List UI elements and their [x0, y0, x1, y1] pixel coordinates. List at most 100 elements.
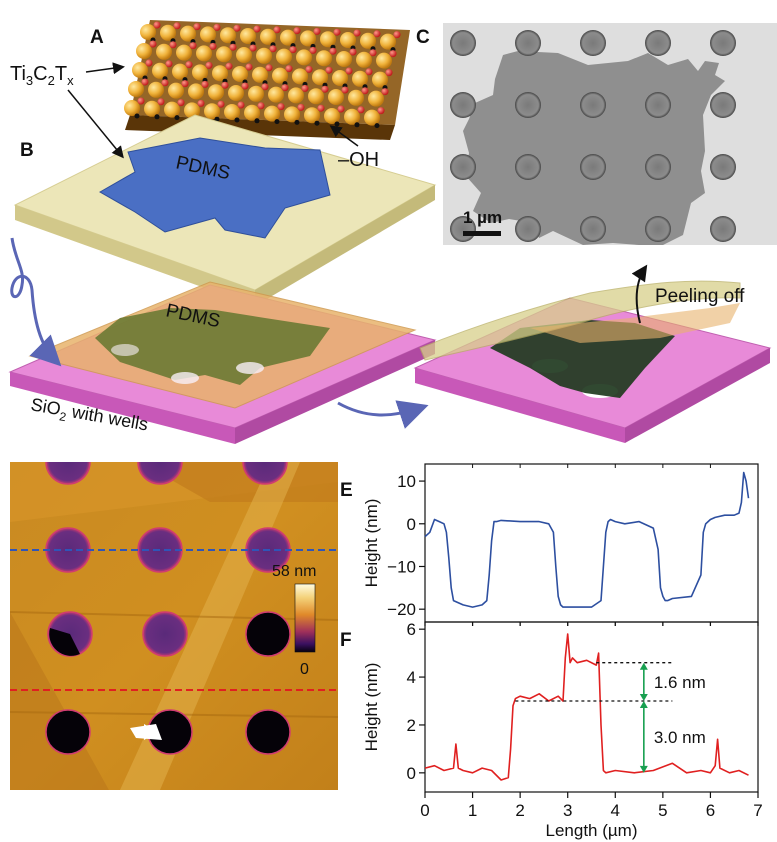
o-atom: [205, 61, 213, 69]
ti-atom: [312, 69, 328, 86]
x-tick-label: 6: [706, 801, 715, 820]
pdms-slab-top: [13, 114, 437, 306]
y-tick-label: 10: [397, 472, 416, 491]
annotation-arrow-upper-head-top: [639, 662, 648, 670]
sem-hole: [515, 30, 541, 56]
o-atom: [277, 103, 285, 111]
c-atom: [354, 122, 360, 128]
ti-atom: [288, 87, 304, 104]
afm-well: [45, 462, 91, 485]
ti-atom: [308, 88, 324, 105]
o-atom: [233, 24, 241, 32]
ti-atom: [360, 32, 376, 49]
o-atom: [297, 103, 305, 111]
o-atom: [341, 86, 349, 94]
o-atom: [249, 44, 257, 52]
o-atom: [201, 80, 209, 88]
o-atom: [309, 46, 317, 54]
annotation-arrow-upper-head-bottom: [639, 694, 648, 702]
panel-label-e: E: [340, 480, 353, 501]
o-atom: [173, 22, 181, 30]
o-atom: [357, 106, 365, 114]
o-atom: [305, 65, 313, 73]
x-axis-label: Length (µm): [546, 821, 638, 840]
ti-atom: [176, 44, 192, 61]
sem-hole: [515, 154, 541, 180]
y-tick-label: 0: [407, 515, 416, 534]
afm-well: [245, 709, 291, 755]
ti-atom: [180, 25, 196, 42]
sem-hole: [580, 216, 606, 242]
ti-atom: [284, 106, 300, 123]
ti-atom: [148, 81, 164, 98]
ti-atom: [336, 51, 352, 67]
ti-atom: [124, 100, 140, 116]
sem-hole: [645, 92, 671, 118]
ti-atom: [304, 107, 320, 124]
ti-atom: [128, 81, 144, 97]
o-atom: [217, 100, 225, 108]
sem-hole: [645, 216, 671, 242]
o-atom: [237, 101, 245, 109]
ti-atom: [300, 30, 316, 47]
ti-atom: [188, 83, 204, 100]
sem-scale-bar: [463, 231, 501, 236]
sem-hole: [450, 92, 476, 118]
ti-atom: [364, 109, 380, 126]
sem-hole: [645, 30, 671, 56]
ti-atom: [200, 26, 216, 43]
oh-label: –OH: [338, 149, 379, 171]
ti-atom: [316, 50, 332, 67]
o-atom: [225, 62, 233, 70]
afm-well: [137, 527, 183, 573]
o-atom: [385, 69, 393, 77]
ti-atom: [332, 70, 348, 86]
o-atom: [185, 61, 193, 69]
ti-atom: [216, 46, 232, 63]
x-tick-label: 1: [468, 801, 477, 820]
ti-atom: [144, 100, 160, 117]
ti-atom: [280, 29, 296, 46]
y-tick-label: 0: [407, 764, 416, 783]
plot-frame: [424, 463, 759, 623]
ti-atom: [292, 68, 308, 85]
o-atom: [141, 78, 149, 86]
o-atom: [197, 99, 205, 107]
ti-atom: [240, 28, 256, 44]
ti-atom: [324, 108, 340, 124]
material-label: Ti3C2Tx: [10, 63, 74, 88]
panel-label-f: F: [340, 630, 352, 651]
oh-arrow: [329, 125, 359, 147]
sem-hole: [450, 154, 476, 180]
ti-atom: [368, 90, 384, 107]
y-tick-label: 2: [407, 716, 416, 735]
o-atom: [289, 46, 297, 54]
annotation-label-upper: 1.6 nm: [654, 673, 706, 692]
annotation-label-lower: 3.0 nm: [654, 728, 706, 747]
peeling-stack: Peeling off: [337, 264, 772, 443]
y-tick-label: −20: [387, 600, 416, 619]
ti-atom: [328, 89, 344, 105]
o-atom: [313, 27, 321, 35]
y-tick-label: 6: [407, 620, 416, 639]
c-atom: [314, 120, 320, 126]
o-atom: [373, 30, 381, 38]
o-atom: [365, 68, 373, 76]
c-atom: [174, 115, 180, 121]
o-atom: [193, 23, 201, 31]
ti-atom: [132, 62, 148, 78]
plot-frame: [424, 621, 759, 793]
o-atom: [345, 67, 353, 75]
profile-line: [424, 633, 749, 781]
y-tick-label: 4: [407, 668, 416, 687]
o-atom: [213, 23, 221, 31]
o-atom: [177, 99, 185, 107]
profile-line: [424, 471, 750, 608]
schematic-panel: Ti3C2Tx –OH PDMS PDMS SiO2 with wells: [8, 20, 437, 444]
chart-e: 10 0 −10 −20 Height (nm): [362, 463, 759, 626]
o-atom: [221, 81, 229, 89]
ti-atom: [152, 62, 168, 79]
c-atom: [214, 116, 220, 122]
o-atom: [253, 25, 261, 33]
ti-atom: [212, 65, 228, 82]
